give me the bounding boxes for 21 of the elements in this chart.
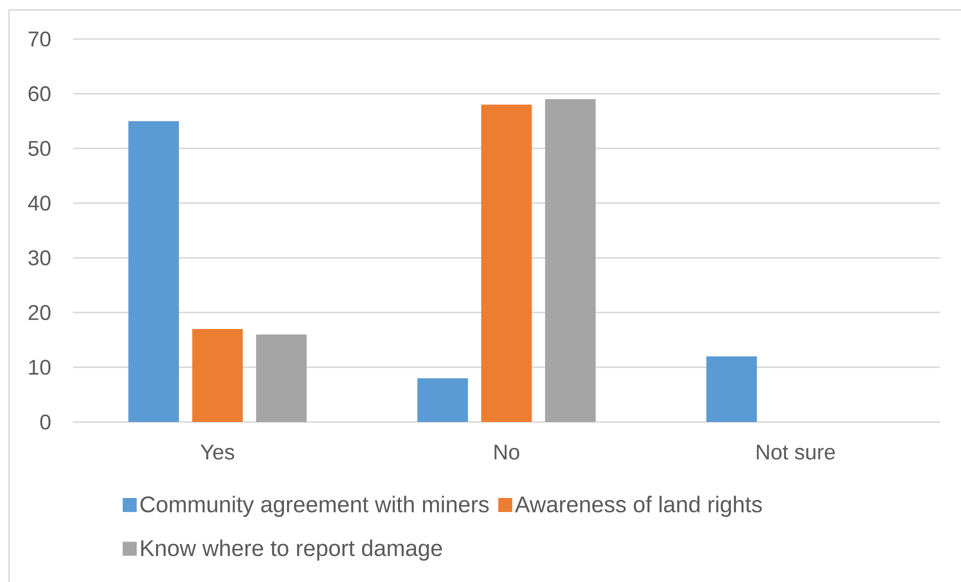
y-tick-label: 10: [29, 360, 50, 375]
x-tick-label: No: [494, 444, 520, 460]
legend-label: Awareness of land rights: [514, 496, 762, 517]
y-tick-label: 20: [28, 305, 50, 320]
y-tick-label: 50: [28, 140, 50, 156]
y-tick-label: 60: [28, 86, 50, 102]
legend-label: Community agreement with miners: [140, 496, 489, 517]
bar: [545, 99, 596, 422]
x-tick-label: Not sure: [756, 444, 835, 460]
bar: [706, 356, 757, 422]
bar: [481, 104, 532, 422]
bar: [192, 328, 243, 422]
y-tick-label: 70: [28, 31, 50, 47]
legend-label: Know where to report damage: [141, 540, 442, 561]
y-tick-label: 0: [40, 414, 50, 430]
bar: [256, 334, 307, 422]
y-tick-label: 40: [28, 196, 50, 211]
bar: [128, 121, 179, 422]
bar: [417, 378, 468, 422]
x-tick-label: Yes: [200, 444, 234, 460]
y-tick-label: 30: [28, 250, 50, 266]
